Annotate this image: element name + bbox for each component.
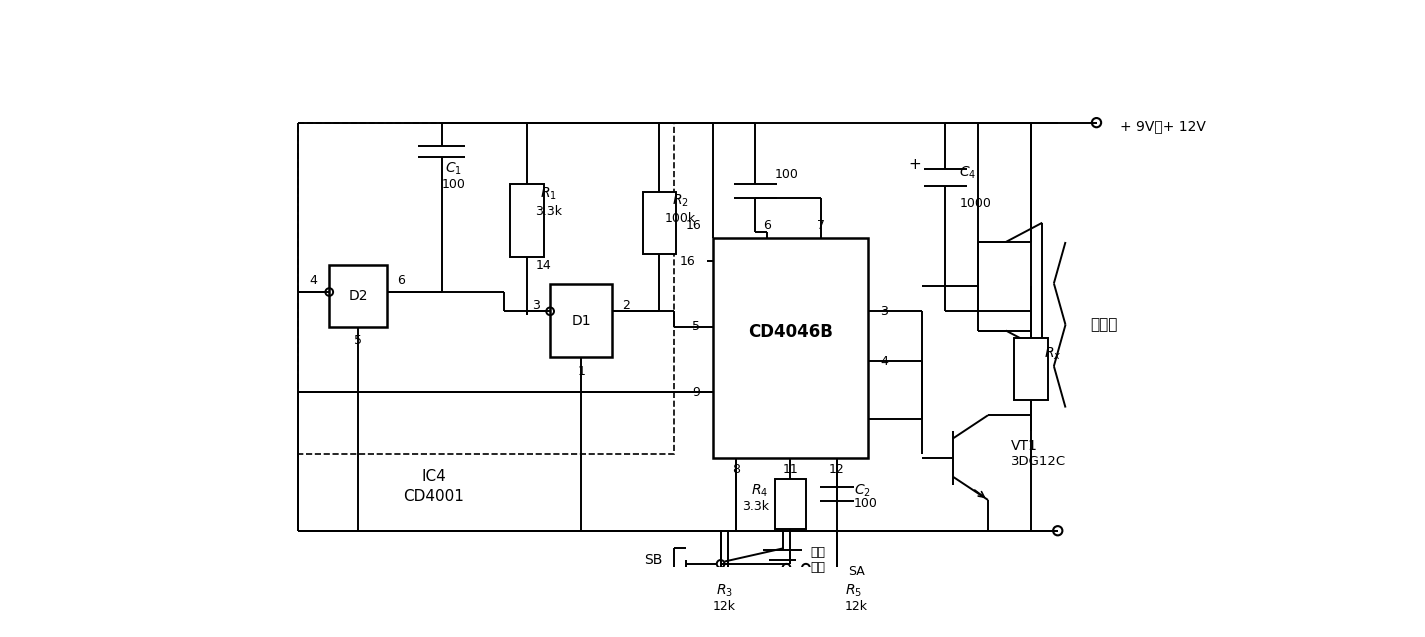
Text: $R_1$: $R_1$ <box>540 185 557 202</box>
Text: 脉冲: 脉冲 <box>809 561 825 574</box>
Text: 11: 11 <box>782 463 798 476</box>
Text: 4: 4 <box>881 355 888 368</box>
Text: 3: 3 <box>881 304 888 318</box>
Text: VT1: VT1 <box>1012 439 1039 453</box>
Text: 12k: 12k <box>845 599 868 613</box>
Bar <box>1013 338 1047 400</box>
Text: 100: 100 <box>854 497 878 510</box>
Bar <box>329 265 388 327</box>
Text: CD4001: CD4001 <box>403 489 465 504</box>
Text: 5: 5 <box>693 320 701 333</box>
Text: $R_2$: $R_2$ <box>673 193 688 210</box>
Bar <box>712 579 744 629</box>
Bar <box>712 238 868 457</box>
Text: $R_3$: $R_3$ <box>715 583 732 599</box>
Text: 100k: 100k <box>664 212 695 225</box>
Text: 3: 3 <box>532 299 540 312</box>
Text: 100: 100 <box>442 178 465 190</box>
Text: D2: D2 <box>349 289 368 303</box>
Text: 3DG12C: 3DG12C <box>1012 455 1066 468</box>
Text: + 9V～+ 12V: + 9V～+ 12V <box>1120 120 1206 134</box>
Text: SA: SA <box>848 565 865 578</box>
Text: 1: 1 <box>577 365 586 378</box>
Text: D1: D1 <box>571 314 591 328</box>
Text: CD4046B: CD4046B <box>748 324 832 341</box>
Bar <box>510 184 544 257</box>
Text: 5: 5 <box>355 334 362 347</box>
Text: 3.3k: 3.3k <box>534 204 561 218</box>
Text: 6: 6 <box>764 219 771 233</box>
Text: 12: 12 <box>829 463 845 476</box>
Text: $R_x$: $R_x$ <box>1043 345 1062 362</box>
Bar <box>821 579 852 629</box>
Text: 7: 7 <box>818 219 825 233</box>
Text: $C_4$: $C_4$ <box>959 164 976 181</box>
Text: 16: 16 <box>680 255 695 268</box>
Text: 鸟鸣: 鸟鸣 <box>809 546 825 559</box>
Text: $R_4$: $R_4$ <box>751 482 768 499</box>
Text: $C_1$: $C_1$ <box>445 161 462 177</box>
Text: 2: 2 <box>623 299 630 312</box>
Text: 100: 100 <box>775 169 798 182</box>
Text: 12k: 12k <box>712 599 735 613</box>
Text: 6: 6 <box>398 274 405 287</box>
Text: 14: 14 <box>536 259 551 271</box>
Text: $C_2$: $C_2$ <box>854 482 871 499</box>
Bar <box>775 479 807 529</box>
Text: 4: 4 <box>309 274 318 287</box>
Text: 9: 9 <box>693 385 701 399</box>
Bar <box>550 284 613 357</box>
Text: 8: 8 <box>732 463 740 476</box>
Text: SB: SB <box>644 553 663 567</box>
Bar <box>298 123 674 454</box>
Text: +: + <box>908 157 921 173</box>
Text: 16: 16 <box>685 219 701 233</box>
Text: IC4: IC4 <box>422 469 446 484</box>
Bar <box>643 192 675 254</box>
Text: 1000: 1000 <box>959 197 992 210</box>
Text: 总电阻: 总电阻 <box>1090 317 1119 333</box>
Text: 3.3k: 3.3k <box>741 499 768 513</box>
Text: $R_5$: $R_5$ <box>845 583 862 599</box>
